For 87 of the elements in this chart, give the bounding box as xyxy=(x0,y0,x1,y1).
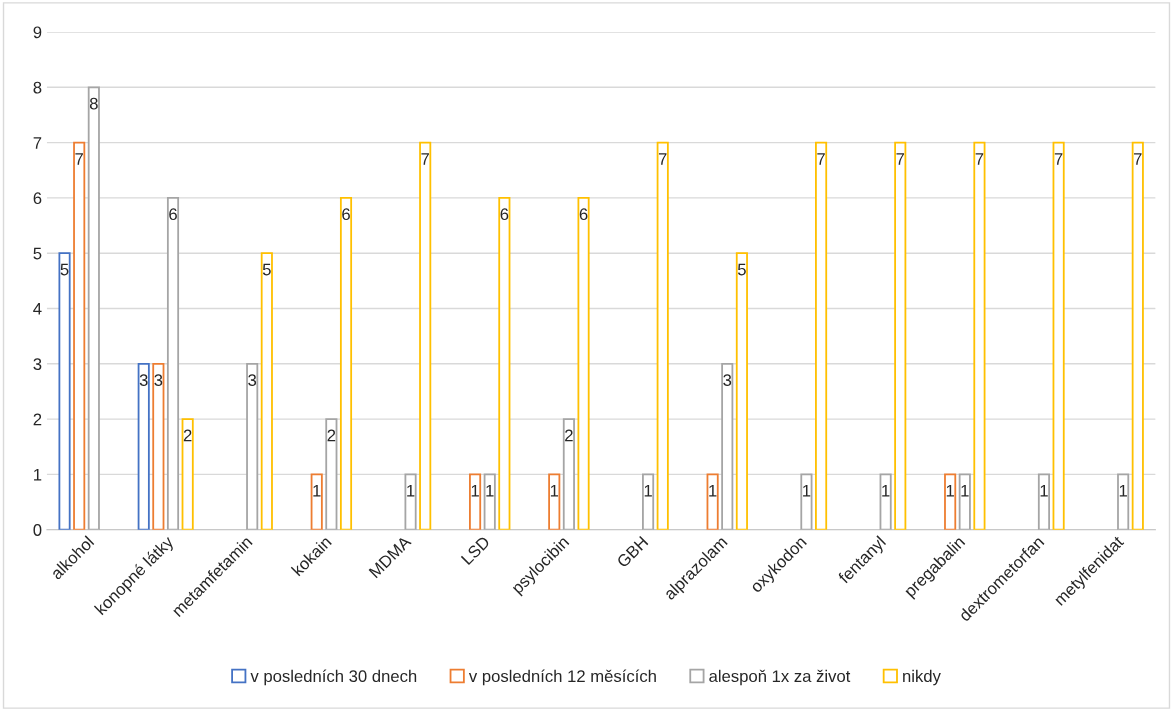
y-tick-label: 5 xyxy=(33,247,42,260)
data-label: 1 xyxy=(946,484,954,497)
bar xyxy=(325,418,338,530)
bar xyxy=(181,418,194,530)
legend-label: v posledních 30 dnech xyxy=(250,669,417,686)
data-label: 5 xyxy=(262,263,271,276)
bar xyxy=(815,141,828,530)
data-label: 7 xyxy=(421,153,429,165)
bar xyxy=(498,196,511,530)
data-label: 1 xyxy=(803,484,811,497)
data-label: 1 xyxy=(550,484,559,497)
data-label: 6 xyxy=(342,208,350,221)
y-tick-label: 0 xyxy=(33,524,42,536)
bar xyxy=(483,473,496,530)
bar xyxy=(944,473,957,530)
data-label: 7 xyxy=(896,153,905,165)
bar xyxy=(73,141,86,530)
data-label: 7 xyxy=(975,153,984,165)
data-label: 1 xyxy=(644,484,652,497)
bar xyxy=(800,473,813,530)
bar xyxy=(1117,473,1130,530)
bar xyxy=(894,141,907,530)
y-tick-label: 2 xyxy=(33,413,42,426)
data-label: 5 xyxy=(737,263,746,276)
bar xyxy=(958,473,971,530)
bar xyxy=(152,362,165,530)
bar xyxy=(1052,141,1065,530)
data-label: 1 xyxy=(882,484,890,497)
bar xyxy=(339,196,353,530)
data-label: 3 xyxy=(723,374,732,386)
legend-label: alespoň 1x za život xyxy=(709,669,851,686)
data-label: 1 xyxy=(961,484,969,497)
data-label: 8 xyxy=(89,97,98,110)
bar xyxy=(656,141,669,530)
bar xyxy=(973,141,986,530)
data-label: 7 xyxy=(817,153,825,165)
bar xyxy=(166,196,180,530)
data-label: 7 xyxy=(75,153,83,165)
bar xyxy=(735,252,748,530)
y-tick-label: 3 xyxy=(33,358,42,370)
bar xyxy=(87,86,100,530)
bar xyxy=(310,473,323,530)
data-label: 3 xyxy=(248,374,257,386)
y-tick-label: 6 xyxy=(33,192,42,205)
data-label: 1 xyxy=(709,484,717,497)
bar xyxy=(469,473,482,530)
bar xyxy=(577,196,590,530)
data-label: 6 xyxy=(169,208,177,221)
legend-label: nikdy xyxy=(903,669,941,686)
bar xyxy=(1131,141,1144,530)
bar xyxy=(58,252,71,530)
bar xyxy=(260,252,273,530)
data-label: 2 xyxy=(327,429,336,442)
bar xyxy=(721,362,734,530)
data-label: 1 xyxy=(486,484,494,497)
legend-label: v posledních 12 měsících xyxy=(468,669,656,686)
bar xyxy=(246,362,259,530)
x-tick-label: LSD xyxy=(460,535,491,566)
data-label: 5 xyxy=(60,263,69,276)
y-tick-label: 9 xyxy=(33,26,42,39)
y-tick-label: 4 xyxy=(33,303,42,315)
y-tick-label: 7 xyxy=(33,137,42,149)
bar xyxy=(137,362,150,530)
bar xyxy=(419,141,432,530)
bar xyxy=(879,473,892,530)
bar xyxy=(1037,473,1051,530)
data-label: 1 xyxy=(1040,484,1048,497)
data-label: 1 xyxy=(407,484,415,497)
data-label: 3 xyxy=(139,374,148,386)
data-label: 3 xyxy=(154,374,163,386)
y-tick-label: 1 xyxy=(34,468,42,481)
data-label: 1 xyxy=(313,484,321,497)
bar xyxy=(642,473,655,530)
y-tick-label: 8 xyxy=(33,81,42,94)
data-label: 2 xyxy=(183,429,192,442)
data-label: 1 xyxy=(471,484,479,497)
data-label: 1 xyxy=(1119,484,1127,497)
data-label: 7 xyxy=(1134,153,1142,165)
bar xyxy=(562,418,575,530)
data-label: 7 xyxy=(658,153,667,165)
data-label: 6 xyxy=(500,208,509,221)
bar xyxy=(548,473,561,530)
bar xyxy=(404,473,417,530)
data-label: 7 xyxy=(1054,153,1063,165)
data-label: 2 xyxy=(565,429,573,442)
bar xyxy=(706,473,719,530)
data-label: 6 xyxy=(579,208,588,221)
